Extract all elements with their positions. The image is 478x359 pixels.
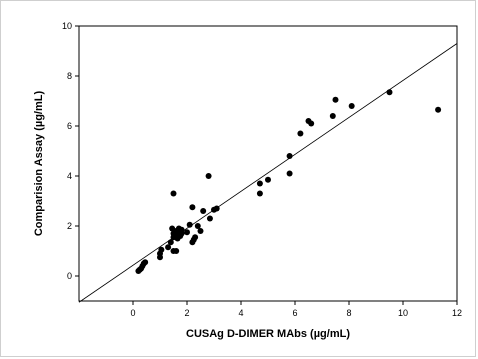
data-point [256, 180, 263, 187]
data-point [189, 204, 196, 211]
data-point [348, 103, 355, 109]
x-tick-label: 4 [238, 308, 243, 318]
data-point [170, 190, 177, 197]
data-point [158, 246, 165, 253]
data-point [206, 215, 213, 222]
data-point [194, 223, 201, 229]
x-axis-title: CUSAg D-DIMER MAbs (µg/mL) [186, 328, 350, 340]
x-tick-label: 10 [398, 308, 408, 318]
data-point [200, 208, 207, 214]
y-tick-label: 6 [67, 121, 72, 131]
y-tick-label: 4 [67, 171, 72, 181]
y-tick-label: 2 [67, 221, 72, 231]
y-axis-title: Comparision Assay (µg/mL) [33, 91, 45, 237]
x-tick-label: 8 [346, 308, 351, 318]
data-point [286, 153, 293, 159]
data-point [165, 244, 172, 251]
x-tick-label: 0 [130, 308, 135, 318]
data-point [329, 113, 336, 119]
data-point [184, 229, 190, 236]
y-tick-label: 8 [67, 71, 72, 81]
data-points [135, 89, 442, 274]
x-axis: 0 2 4 6 8 10 12 [130, 301, 462, 318]
x-tick-label: 6 [292, 308, 297, 318]
data-point [435, 106, 442, 113]
y-tick-label: 10 [62, 21, 72, 31]
data-point [286, 170, 293, 177]
data-point [167, 239, 174, 246]
data-point [265, 176, 271, 183]
y-tick-label: 0 [67, 271, 72, 281]
data-point [213, 205, 220, 212]
data-point [192, 234, 199, 241]
data-point [186, 221, 193, 228]
data-point [173, 248, 180, 254]
data-point [332, 96, 339, 103]
data-point [386, 89, 393, 96]
data-point [256, 190, 263, 197]
regression-line [78, 43, 458, 303]
y-axis: 0 2 4 6 8 10 [62, 21, 79, 281]
x-tick-label: 12 [452, 308, 462, 318]
x-tick-label: 2 [184, 308, 189, 318]
data-point [142, 259, 149, 266]
data-point [308, 120, 315, 127]
data-point [178, 226, 185, 233]
data-point [297, 130, 304, 137]
data-point [205, 173, 212, 179]
data-point [197, 228, 204, 234]
plot-area [78, 25, 458, 302]
